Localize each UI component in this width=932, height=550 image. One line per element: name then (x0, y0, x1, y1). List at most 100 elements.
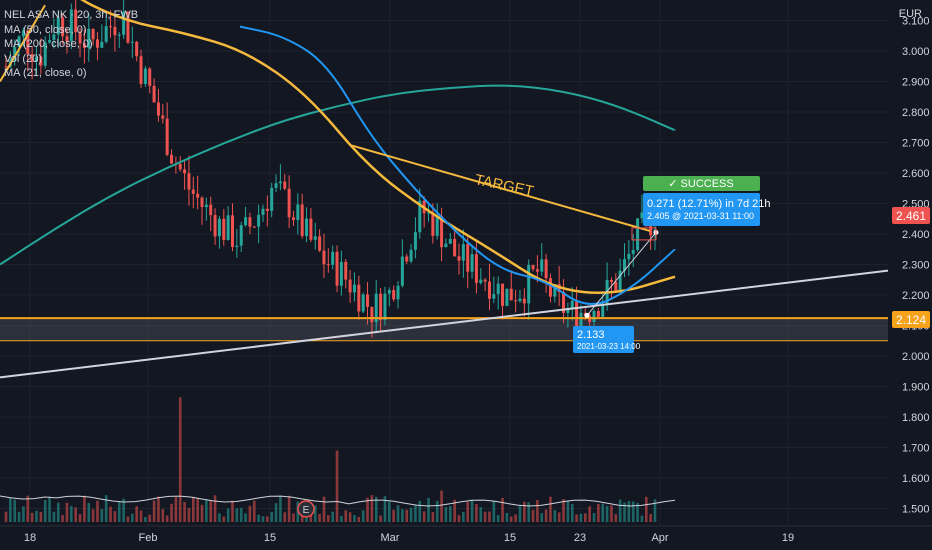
volume-bar (492, 501, 496, 522)
volume-bar (30, 512, 34, 522)
volume-bar (496, 514, 500, 522)
volume-bar (509, 516, 513, 522)
volume-bar (117, 501, 121, 522)
candle-body (191, 189, 195, 194)
candle-body (26, 30, 30, 55)
candle-body (56, 17, 60, 35)
volume-bar (431, 512, 435, 522)
volume-bar (605, 505, 609, 522)
candle-body (235, 245, 239, 247)
volume-bar (405, 509, 409, 522)
symbol-title[interactable]: NEL ASA NK · 20, 3h, FWB (4, 9, 139, 21)
volume-bar (575, 514, 578, 522)
y-tick-label: 2.800 (902, 107, 930, 119)
volume-bar (74, 507, 77, 522)
candle-body (313, 236, 317, 240)
candle-body (230, 215, 234, 247)
candle-body (562, 292, 566, 313)
candle-body (461, 244, 465, 261)
candle-body (39, 56, 43, 66)
candle-body (21, 30, 25, 37)
volume-bar (488, 511, 491, 522)
volume-bar (213, 495, 217, 522)
volume-bar (653, 499, 657, 522)
volume-bar (549, 496, 552, 522)
candle-body (69, 9, 73, 42)
candle-body (4, 66, 8, 68)
candle-body (100, 41, 104, 48)
candle-body (322, 250, 326, 265)
volume-bar (144, 516, 147, 522)
candle-body (300, 204, 304, 237)
candle-body (575, 300, 579, 330)
candle-body (636, 218, 640, 251)
legend-ma50[interactable]: MA (50, close, 0) (4, 23, 87, 36)
y-axis[interactable]: 3.1003.0002.9002.8002.7002.6002.5002.400… (902, 16, 930, 516)
volume-bar (344, 510, 348, 522)
volume-bar (475, 504, 478, 522)
volume-bar (440, 490, 443, 522)
volume-bar (557, 512, 561, 522)
candle-body (148, 68, 152, 86)
volume-bar (636, 502, 639, 522)
volume-bar (61, 515, 64, 522)
candle-body (387, 289, 391, 294)
candle-body (226, 215, 230, 240)
x-tick-label: Apr (651, 532, 668, 544)
y-tick-label: 1.600 (902, 473, 930, 485)
volume-bar (536, 500, 539, 522)
candle-body (640, 212, 644, 219)
gain-tooltip (643, 193, 760, 226)
candle-body (156, 102, 160, 116)
earnings-marker-letter: E (303, 505, 310, 516)
candle-body (187, 173, 191, 190)
volume-bar (261, 516, 265, 522)
candle-body (196, 193, 200, 198)
candle-body (239, 225, 243, 246)
candle-body (109, 26, 113, 28)
volume-bar (579, 513, 583, 522)
volume-bar (161, 509, 165, 522)
legend-vol[interactable]: Vol (20) (4, 52, 42, 65)
candle-body (352, 284, 356, 293)
candle-body (501, 283, 505, 306)
candle-body (548, 278, 552, 297)
volume-bar (9, 497, 12, 522)
earnings-marker-icon[interactable] (297, 500, 315, 518)
volume-bar (113, 511, 117, 522)
candle-body (113, 26, 117, 36)
volume-bar (231, 500, 234, 522)
volume-bar (196, 498, 199, 522)
volume-bar (361, 510, 365, 522)
y-tick-label: 2.000 (902, 351, 930, 363)
volume-bar (109, 506, 112, 522)
candle-body (474, 254, 478, 283)
volume-bar (4, 511, 8, 522)
volume-bar (540, 513, 544, 522)
volume-bar (313, 505, 317, 522)
legend-ma21[interactable]: MA (21, close, 0) (4, 67, 87, 79)
volume-bar (135, 506, 138, 522)
candle-body (139, 56, 143, 85)
candle-body (61, 17, 65, 37)
y-tick-label: 1.700 (902, 443, 930, 455)
candle-body (435, 216, 439, 236)
y-tick-label: 2.300 (902, 260, 930, 272)
target-trendline (351, 144, 651, 232)
candle-body (492, 294, 496, 299)
support-price-tag (892, 311, 930, 328)
volume-bar (566, 500, 570, 522)
candle-body (453, 238, 457, 257)
volume-bar (444, 507, 448, 522)
volume-bar (165, 515, 169, 522)
candle-body (544, 259, 548, 279)
candle-body (78, 32, 82, 44)
volume-bar (170, 503, 173, 522)
x-axis[interactable]: 18 Feb 15 Mar 15 23 Apr 19 (0, 525, 932, 544)
volume-bar (366, 497, 369, 522)
currency-label[interactable]: EUR (898, 8, 922, 20)
volume-bar (270, 511, 273, 522)
candle-body (170, 154, 174, 164)
legend-ma200[interactable]: MA (200, close, 0) (4, 38, 93, 50)
